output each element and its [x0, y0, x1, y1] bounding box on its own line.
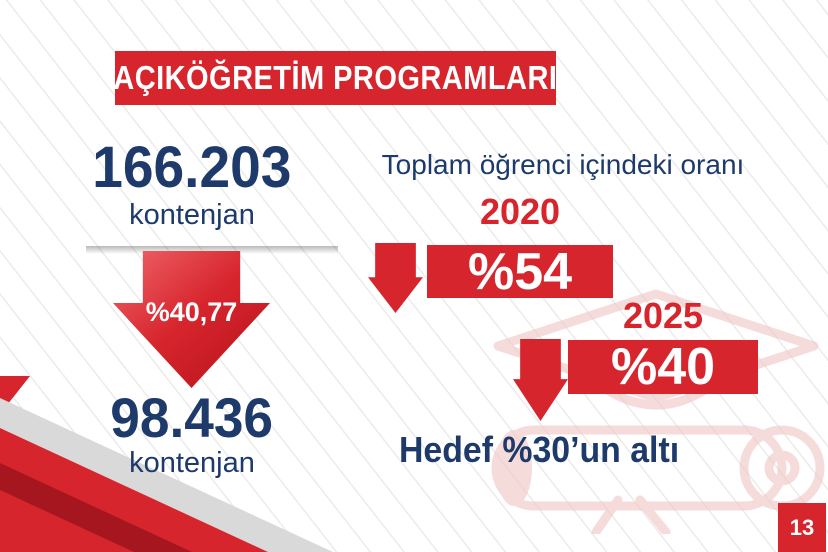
slide-title: AÇIKÖĞRETİM PROGRAMLARI [113, 59, 558, 96]
ratio-heading: Toplam öğrenci içindeki oranı [381, 149, 745, 180]
corner-decoration [0, 376, 333, 552]
capacity-before-label: kontenjan [129, 199, 255, 231]
year-label-2020: 2020 [479, 191, 561, 232]
page-number-badge: 13 [778, 503, 826, 552]
year-label-2025: 2025 [622, 295, 704, 336]
target-text: Hedef %30’un altı [398, 429, 680, 470]
title-banner: AÇIKÖĞRETİM PROGRAMLARI [113, 51, 558, 105]
capacity-after-label: kontenjan [129, 447, 255, 479]
capacity-change-label: %40,77 [145, 297, 238, 327]
arrow-shadow [86, 246, 338, 254]
capacity-after-value: 98.436 [110, 386, 274, 449]
ratio-value-2020: %54 [427, 243, 613, 301]
capacity-before-value: 166.203 [92, 135, 292, 200]
page-number: 13 [789, 514, 815, 540]
ratio-value-2025: %40 [568, 338, 758, 396]
